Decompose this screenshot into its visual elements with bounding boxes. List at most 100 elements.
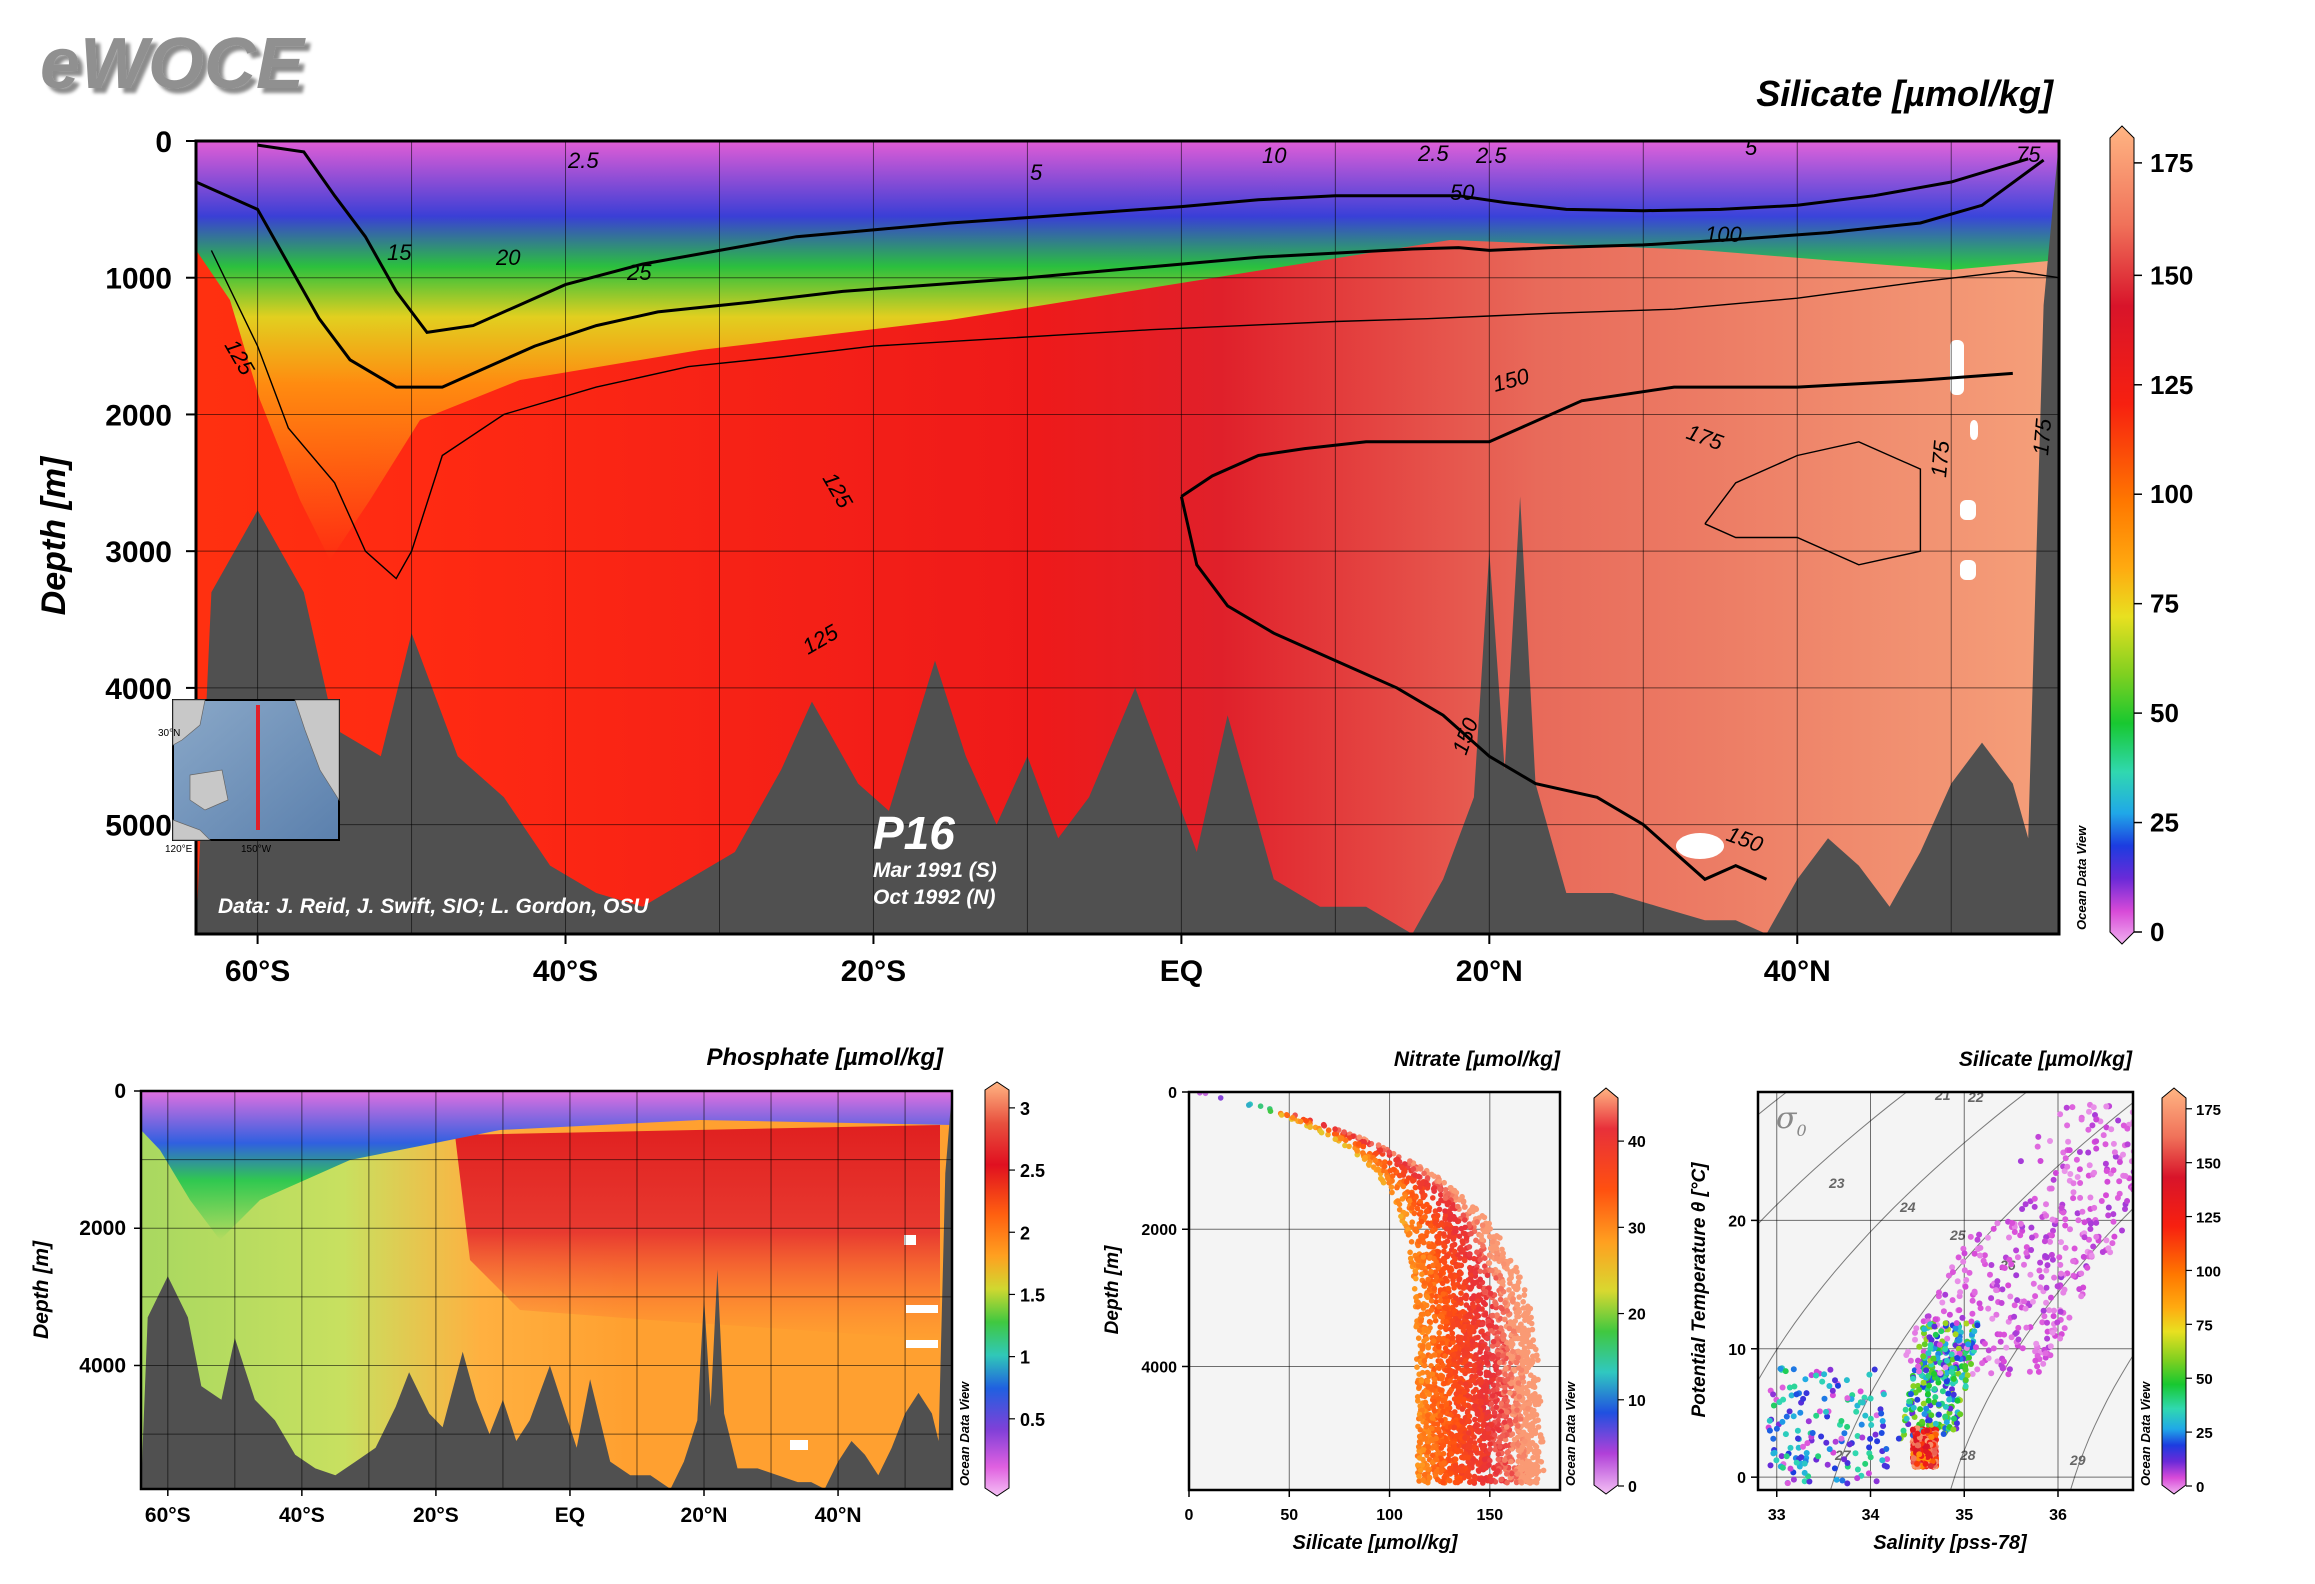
ts-point [1826,1446,1833,1453]
phosphate-colorbar-ticks: 3 2.5 2 1.5 1 0.5 [1009,1099,1045,1430]
nitrate-point [1505,1376,1511,1382]
nitrate-point [1446,1233,1453,1240]
ts-point [2022,1201,2029,1208]
ts-point [2136,1139,2142,1145]
phosphate-red-core [455,1125,940,1340]
ts-point [1801,1469,1808,1476]
nitrate-point [1428,1307,1435,1313]
ts-point [2042,1350,2049,1357]
ts-point [1777,1365,1784,1372]
nitrate-point [1459,1193,1465,1200]
nitrate-point [1417,1427,1424,1433]
nitrate-point [1482,1263,1488,1269]
nitrate-point [1506,1287,1512,1293]
nitrate-point [1506,1325,1513,1332]
nitrate-point [1452,1256,1458,1262]
ts-point [2044,1262,2051,1269]
ts-point [1908,1391,1914,1397]
ts-point [2149,1155,2155,1161]
nitrate-point [1379,1177,1386,1183]
nitrate-point [1532,1442,1539,1449]
nitrate-point [1452,1456,1459,1463]
ts-point [1997,1331,2003,1338]
nitrate-point [1423,1336,1430,1342]
nitrate-point [1494,1250,1500,1256]
nitrate-point [1448,1272,1454,1279]
nitrate-point [1428,1353,1434,1360]
isopycnal-label: 28 [1959,1447,1976,1463]
phosphate-colorbar-tick-label: 1 [1020,1348,1030,1368]
nitrate-point [1451,1308,1458,1314]
ts-point [2066,1314,2073,1321]
ts-point [1841,1456,1848,1463]
main-x-tick-label: EQ [1160,955,1203,988]
ts-chart-title: Silicate [µmol/kg] [1959,1048,2133,1071]
ts-point [2142,1197,2148,1203]
nitrate-point [1455,1365,1461,1371]
ts-point [2030,1280,2037,1287]
nitrate-point [1488,1327,1494,1334]
main-grid-layer [196,141,2059,934]
ts-points-layer [1765,1101,2155,1487]
nitrate-plot-frame [1187,1090,1562,1492]
ts-point [2032,1348,2039,1355]
nitrate-watermark: Ocean Data View [1563,1381,1578,1486]
ts-point [1878,1430,1885,1436]
nitrate-point [1486,1260,1493,1266]
nitrate-point [1465,1454,1471,1461]
ts-point [2124,1141,2131,1148]
nitrate-point [1436,1303,1442,1310]
nitrate-point [1246,1102,1252,1108]
ts-point [1858,1421,1865,1428]
ts-point [1957,1411,1964,1418]
nitrate-point [1533,1461,1539,1467]
isopycnal-label: 23 [1828,1175,1845,1191]
nitrate-point [1471,1362,1478,1369]
nitrate-point [1521,1325,1527,1332]
isopycnal-label: 24 [1899,1199,1916,1215]
nitrate-point [1423,1424,1429,1430]
nitrate-point [1407,1255,1414,1262]
nitrate-point [1461,1257,1468,1264]
nitrate-point [1436,1335,1442,1342]
ts-point [1920,1379,1927,1386]
nitrate-point [1413,1275,1419,1282]
nitrate-point [1499,1353,1506,1359]
ts-point [1945,1390,1952,1397]
ts-point [2148,1123,2154,1129]
main-colorbar-tick-label: 25 [2150,808,2179,838]
nitrate-point [1473,1309,1479,1315]
nitrate-point [1497,1444,1503,1450]
phosphate-colorbar-tick-label: 0.5 [1020,1410,1045,1430]
ts-point [1915,1442,1921,1449]
ts-point [1926,1417,1933,1424]
ts-point [1778,1453,1785,1460]
nitrate-point [1520,1299,1526,1305]
ts-point [2057,1261,2064,1268]
ts-point [1949,1264,1956,1271]
ts-point [1925,1313,1932,1320]
main-colorbar-tick-label: 100 [2150,479,2193,509]
phosphate-colorbar-body [984,1081,1010,1497]
ts-point [2063,1104,2070,1111]
ts-point [2050,1176,2057,1183]
nitrate-point [1524,1350,1530,1357]
nitrate-point [1388,1184,1395,1190]
nitrate-point [1395,1198,1401,1204]
ts-point [1957,1289,1964,1296]
nitrate-point [1491,1410,1498,1416]
nitrate-point [1501,1457,1508,1463]
phosphate-data-gap [906,1340,938,1348]
nitrate-point [1523,1311,1529,1318]
nitrate-point [1462,1204,1468,1210]
ts-point [1782,1431,1789,1438]
ts-point [2093,1219,2100,1226]
nitrate-point [1482,1312,1489,1318]
ts-point [1967,1233,1974,1240]
nitrate-point [1451,1285,1457,1291]
ts-point [1945,1272,1952,1279]
ts-point [2124,1125,2131,1132]
nitrate-point [1416,1433,1423,1440]
inset-map: 30°N 120°E 150°W [158,699,340,855]
nitrate-point [1484,1272,1491,1279]
